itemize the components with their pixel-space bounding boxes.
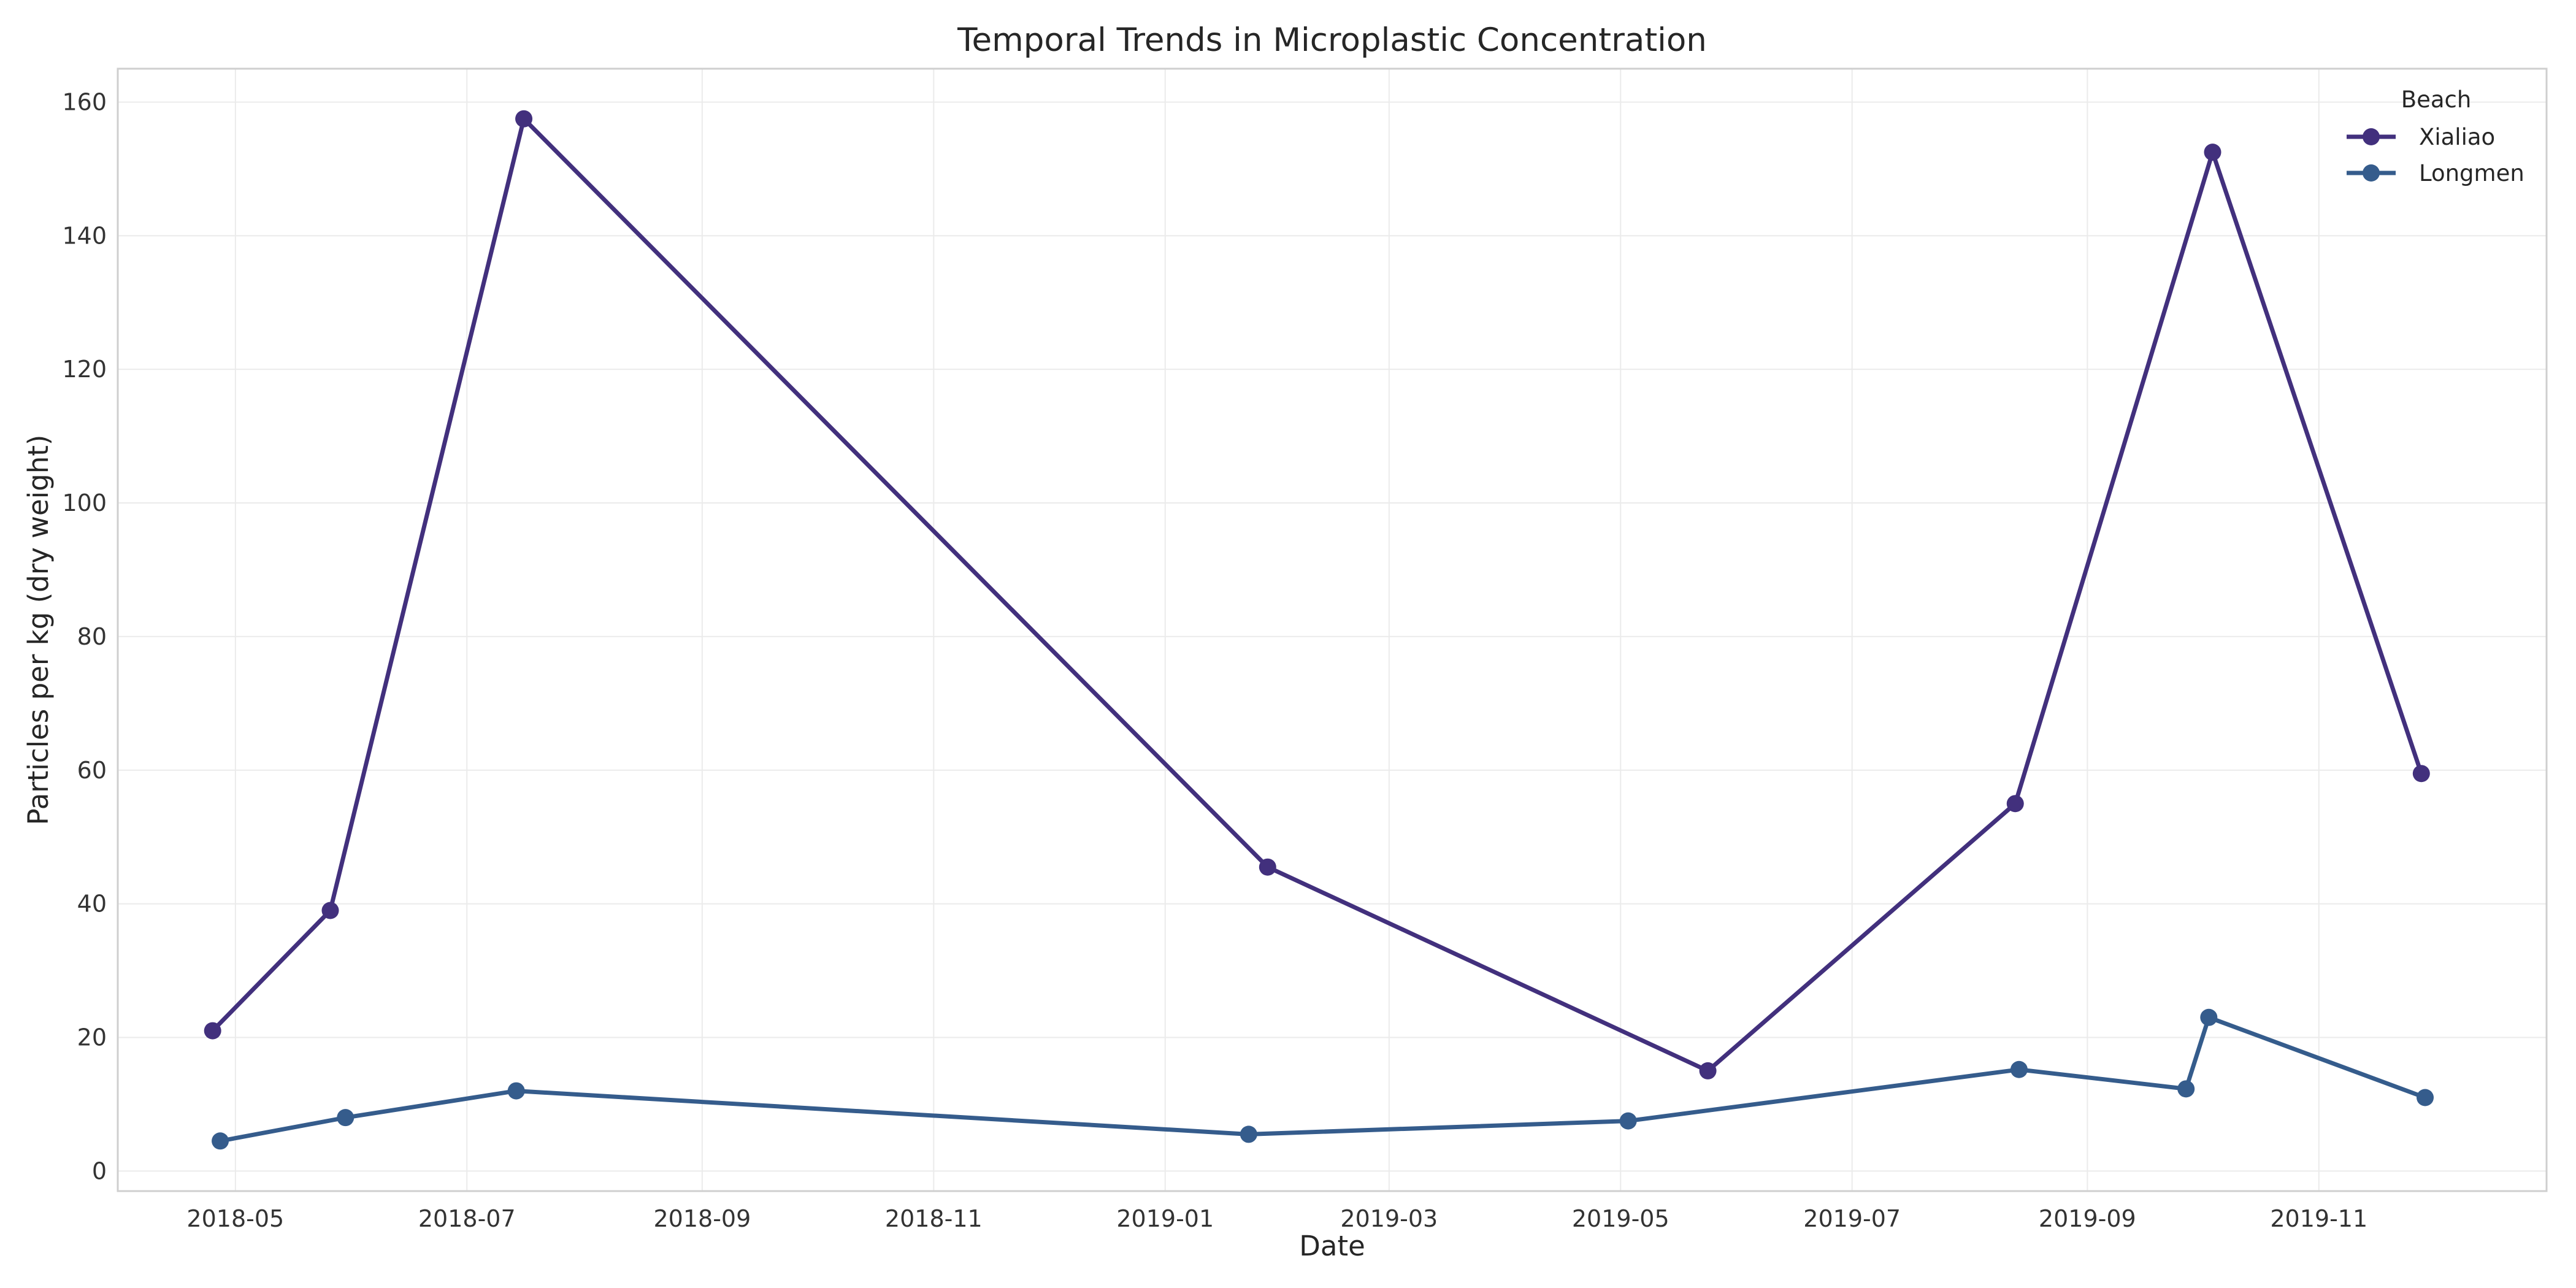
data-point (1700, 1062, 1717, 1079)
y-tick-label: 140 (62, 222, 107, 249)
data-point (322, 902, 339, 919)
data-point (1240, 1125, 1257, 1143)
x-tick-label: 2018-11 (885, 1205, 983, 1232)
x-axis-label: Date (1299, 1230, 1365, 1262)
y-tick-label: 80 (77, 623, 107, 650)
data-point (1259, 859, 1276, 876)
data-point (204, 1022, 221, 1040)
x-tick-label: 2018-05 (186, 1205, 284, 1232)
x-tick-label: 2018-07 (418, 1205, 516, 1232)
x-tick-label: 2019-05 (1572, 1205, 1669, 1232)
data-point (337, 1109, 354, 1126)
x-tick-label: 2019-07 (1803, 1205, 1901, 1232)
legend-label: Longmen (2419, 160, 2524, 186)
y-tick-label: 100 (62, 489, 107, 516)
y-tick-label: 0 (92, 1157, 107, 1184)
x-tick-label: 2019-11 (2270, 1205, 2367, 1232)
data-point (2417, 1089, 2434, 1106)
legend-marker (2363, 164, 2380, 182)
y-tick-label: 20 (77, 1024, 107, 1051)
legend-marker (2363, 128, 2380, 145)
data-point (2413, 765, 2430, 782)
chart-title: Temporal Trends in Microplastic Concentr… (957, 21, 1707, 59)
x-tick-label: 2019-03 (1340, 1205, 1438, 1232)
x-tick-label: 2019-01 (1116, 1205, 1214, 1232)
data-point (2007, 795, 2024, 812)
data-point (2177, 1080, 2195, 1097)
y-tick-label: 40 (77, 891, 107, 918)
data-point (508, 1083, 525, 1100)
y-tick-label: 60 (77, 757, 107, 784)
y-tick-label: 120 (62, 356, 107, 383)
data-point (515, 110, 532, 128)
data-point (2200, 1009, 2217, 1026)
data-point (1620, 1113, 1637, 1130)
legend-title: Beach (2401, 86, 2472, 113)
legend-label: Xialiao (2419, 124, 2495, 150)
plot-area (118, 69, 2547, 1191)
x-tick-label: 2018-09 (653, 1205, 751, 1232)
x-tick-label: 2019-09 (2039, 1205, 2136, 1232)
data-point (2011, 1061, 2028, 1078)
y-axis-label: Particles per kg (dry weight) (22, 435, 55, 826)
y-tick-label: 160 (62, 88, 107, 115)
data-point (2204, 144, 2221, 161)
data-point (212, 1132, 229, 1149)
